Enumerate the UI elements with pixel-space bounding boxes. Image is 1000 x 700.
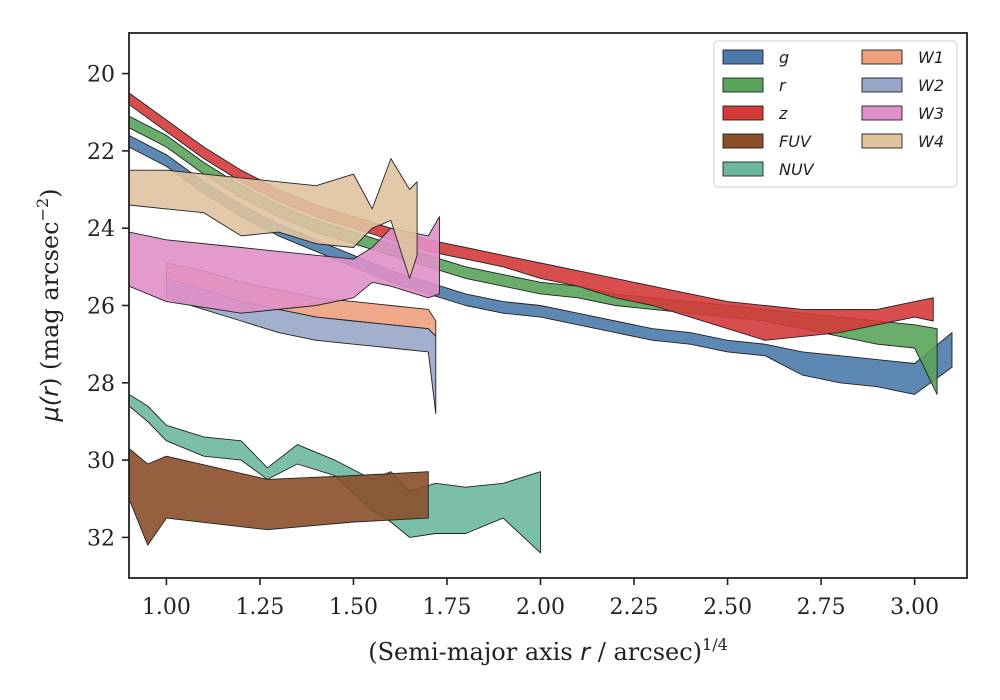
x-tick-label: 1.50 xyxy=(329,595,378,620)
legend-swatch-g xyxy=(722,49,764,65)
x-tick-label: 1.75 xyxy=(422,595,471,620)
series-band-w3 xyxy=(129,216,440,314)
y-axis-title-close: ) xyxy=(36,188,64,197)
legend-label-z: z xyxy=(778,104,788,123)
y-tick-label: 30 xyxy=(87,449,115,474)
x-axis-title: (Semi-major axis r / arcsec)1/4 xyxy=(368,635,728,666)
x-tick-label: 2.00 xyxy=(516,595,565,620)
y-axis-title-exp: −2 xyxy=(33,198,52,222)
x-tick-label: 2.75 xyxy=(797,595,846,620)
y-tick-label: 24 xyxy=(87,217,115,242)
legend-swatch-fuv xyxy=(722,133,764,149)
x-axis-title-main: (Semi-major axis xyxy=(368,638,580,666)
legend-label-w1: W1 xyxy=(918,48,944,67)
y-tick-label: 22 xyxy=(87,140,115,165)
y-axis-title-main: μ( xyxy=(36,395,64,422)
legend-label-fuv: FUV xyxy=(779,132,812,151)
series-band-fuv xyxy=(129,448,429,546)
series-band-nuv xyxy=(129,393,541,554)
legend-swatch-w1 xyxy=(861,49,903,65)
legend-swatch-w2 xyxy=(861,77,903,93)
legend-swatch-z xyxy=(722,105,764,121)
y-axis-title: μ(r) (mag arcsec−2) xyxy=(33,188,64,422)
y-tick-label: 28 xyxy=(87,372,115,397)
legend-swatch-w4 xyxy=(861,133,903,149)
y-axis-title-tail: ) (mag arcsec xyxy=(36,221,64,387)
x-axis-title-tail: / arcsec) xyxy=(590,638,702,666)
x-tick-label: 1.25 xyxy=(235,595,284,620)
legend-swatch-r xyxy=(722,77,764,93)
legend-label-w3: W3 xyxy=(918,104,944,123)
series-band-w4 xyxy=(129,158,418,279)
areas-layer xyxy=(129,92,953,554)
legend-label-w2: W2 xyxy=(918,76,944,95)
y-ticks: 20 22 24 26 28 30 32 xyxy=(87,63,129,551)
x-tick-label: 2.25 xyxy=(610,595,659,620)
legend: grz FUV NUV W1 W2 W3 W4 xyxy=(713,40,958,188)
x-ticks: 1.00 1.25 1.50 1.75 2.00 2.25 2.50 2.75 3.00 xyxy=(142,578,939,620)
legend-label-r: r xyxy=(779,76,787,95)
x-tick-label: 1.00 xyxy=(142,595,191,620)
x-tick-label: 2.50 xyxy=(703,595,752,620)
y-axis-title-var: r xyxy=(36,385,64,397)
legend-label-w4: W4 xyxy=(918,132,944,151)
legend-swatch-nuv xyxy=(722,161,764,177)
legend-box xyxy=(713,40,958,188)
legend-label-g: g xyxy=(779,48,789,67)
y-tick-label: 32 xyxy=(87,526,115,551)
y-tick-label: 26 xyxy=(87,295,115,320)
legend-label-nuv: NUV xyxy=(779,160,815,179)
x-axis-title-var: r xyxy=(580,638,592,666)
x-axis-title-exp: 1/4 xyxy=(702,635,728,654)
y-tick-label: 20 xyxy=(87,63,115,88)
legend-swatch-w3 xyxy=(861,105,903,121)
x-tick-label: 3.00 xyxy=(890,595,939,620)
